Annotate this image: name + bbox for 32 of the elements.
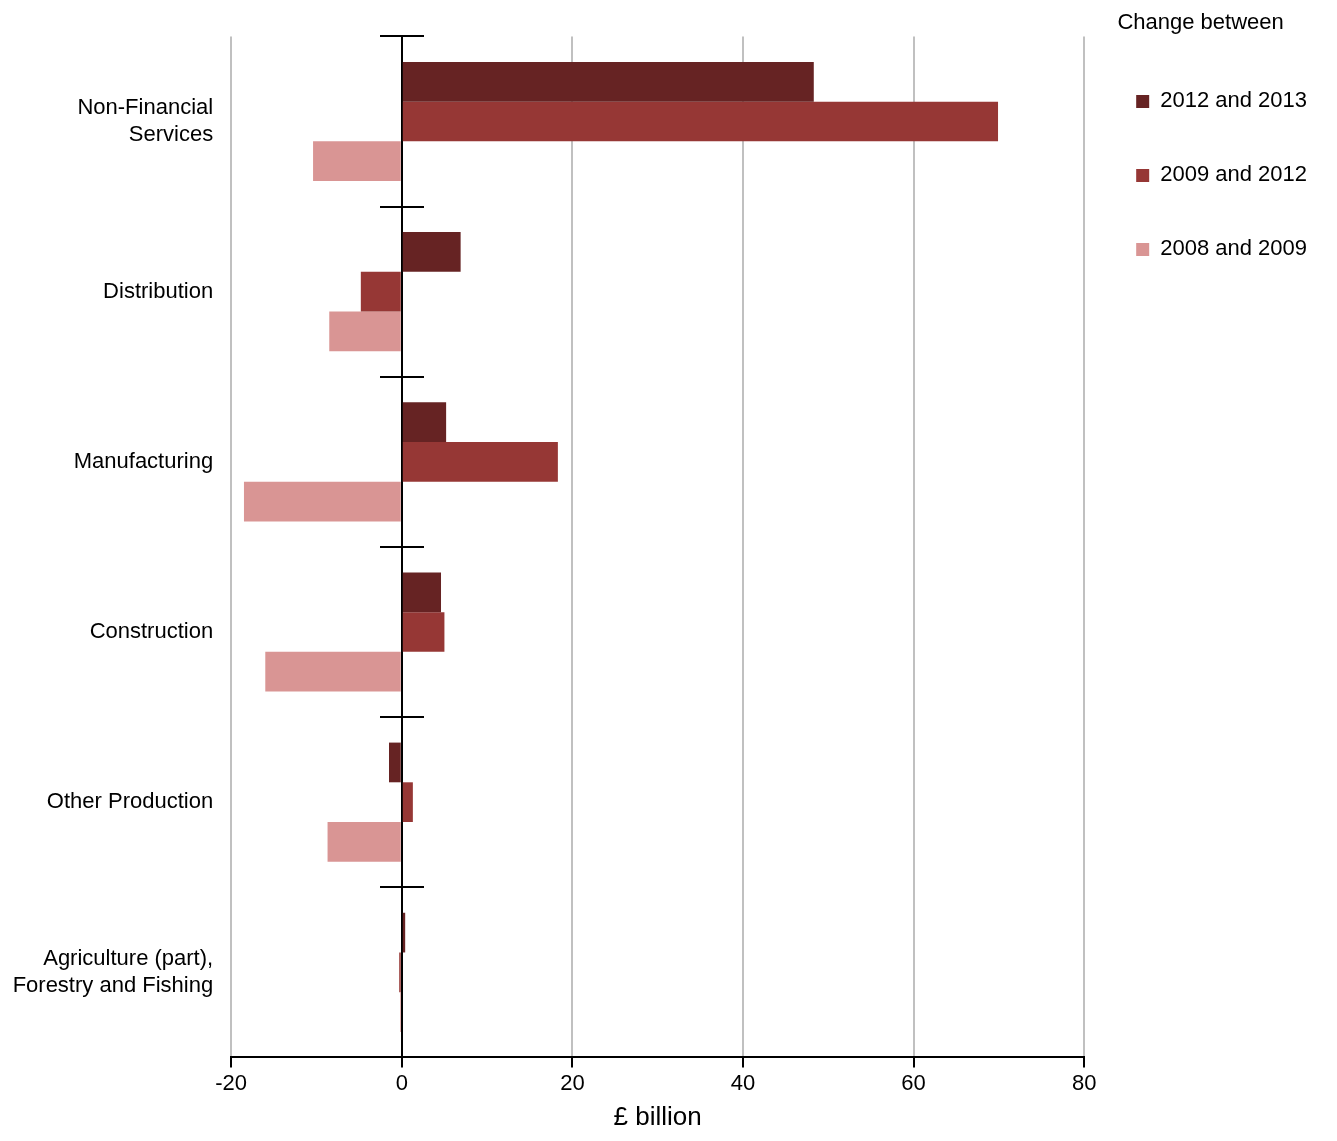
bar: [327, 822, 401, 862]
x-tick-label: 80: [1071, 1069, 1097, 1095]
bar: [402, 232, 461, 272]
x-axis-title: £ billion: [613, 1100, 702, 1131]
bar: [360, 271, 401, 312]
x-tick-label: -20: [215, 1069, 248, 1095]
bar: [388, 742, 401, 783]
bar: [313, 141, 401, 182]
bar: [402, 782, 413, 822]
y-tick-label: Non-Financial Services: [77, 94, 214, 146]
y-tick-label: Manufacturing: [73, 447, 214, 473]
legend-label: 2012 and 2013: [1160, 87, 1308, 113]
y-tick-label: Distribution: [103, 277, 214, 303]
bar: [329, 311, 401, 352]
y-tick-label: Other Production: [46, 788, 214, 814]
legend-label: 2008 and 2009: [1160, 235, 1308, 261]
x-tick-label: 40: [730, 1069, 756, 1095]
x-tick-label: 60: [901, 1069, 926, 1095]
bar: [243, 481, 401, 522]
x-tick-label: 20: [560, 1069, 585, 1095]
bar: [402, 101, 999, 142]
bar: [402, 441, 558, 482]
legend-label: 2009 and 2012: [1160, 161, 1308, 187]
y-tick-label: Agriculture (part), Forestry and Fishing: [12, 945, 214, 997]
x-tick-label: 0: [395, 1069, 408, 1095]
bar: [402, 61, 814, 102]
bar: [265, 651, 401, 692]
y-tick-label: Construction: [89, 618, 214, 644]
legend-title: Change between: [1117, 9, 1284, 35]
bar: [402, 612, 445, 652]
bar: [402, 572, 442, 613]
bar: [402, 402, 447, 442]
